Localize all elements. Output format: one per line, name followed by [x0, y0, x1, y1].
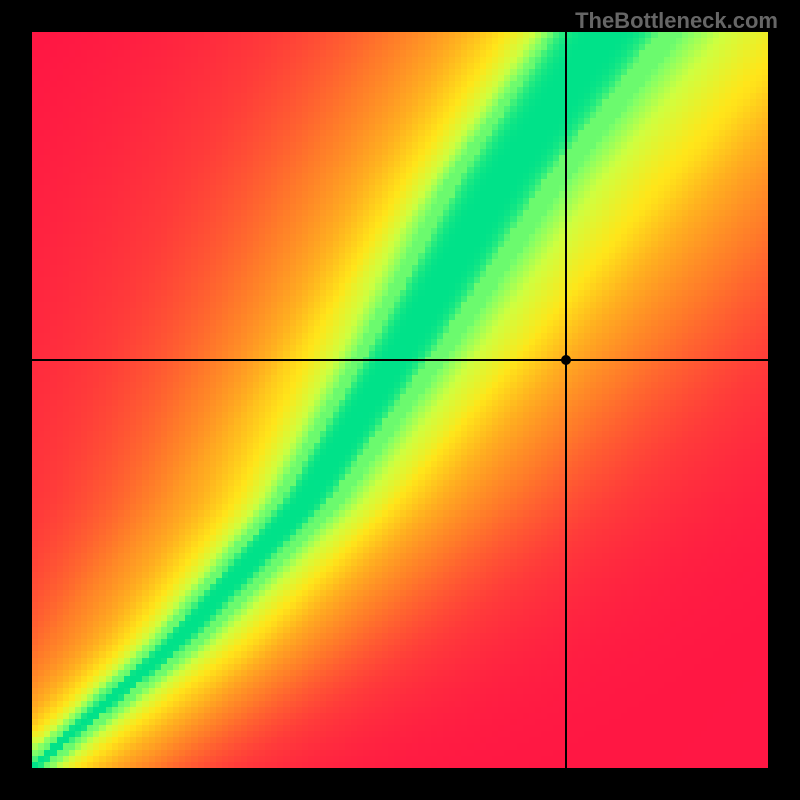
watermark-text: TheBottleneck.com	[575, 8, 778, 34]
chart-container: TheBottleneck.com	[0, 0, 800, 800]
crosshair-vertical	[565, 32, 567, 768]
crosshair-horizontal	[32, 359, 768, 361]
crosshair-marker	[561, 355, 571, 365]
bottleneck-heatmap	[32, 32, 768, 768]
